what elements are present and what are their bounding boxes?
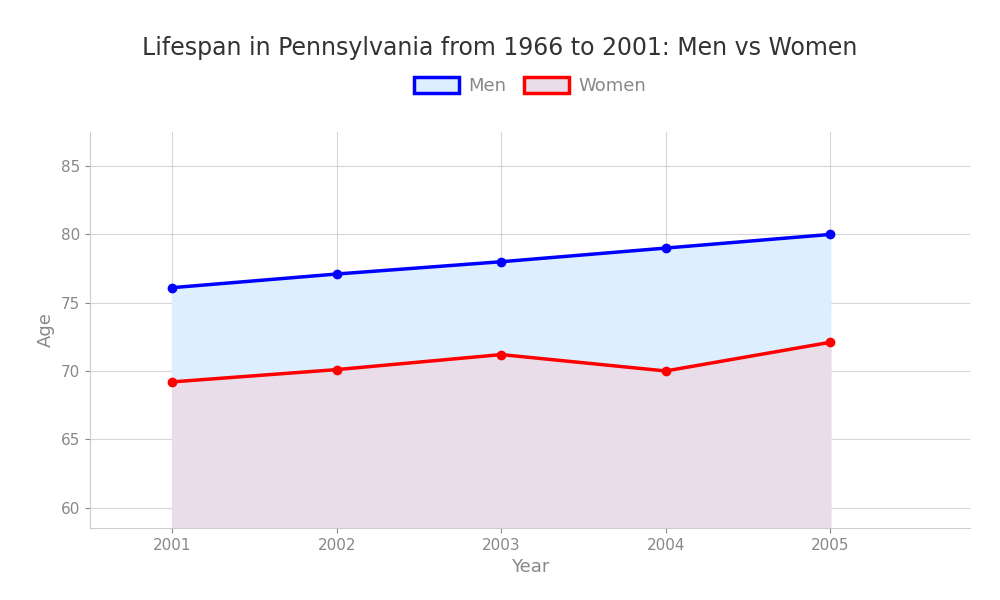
Text: Lifespan in Pennsylvania from 1966 to 2001: Men vs Women: Lifespan in Pennsylvania from 1966 to 20… xyxy=(142,36,858,60)
Y-axis label: Age: Age xyxy=(37,313,55,347)
X-axis label: Year: Year xyxy=(511,558,549,576)
Legend: Men, Women: Men, Women xyxy=(407,70,653,103)
